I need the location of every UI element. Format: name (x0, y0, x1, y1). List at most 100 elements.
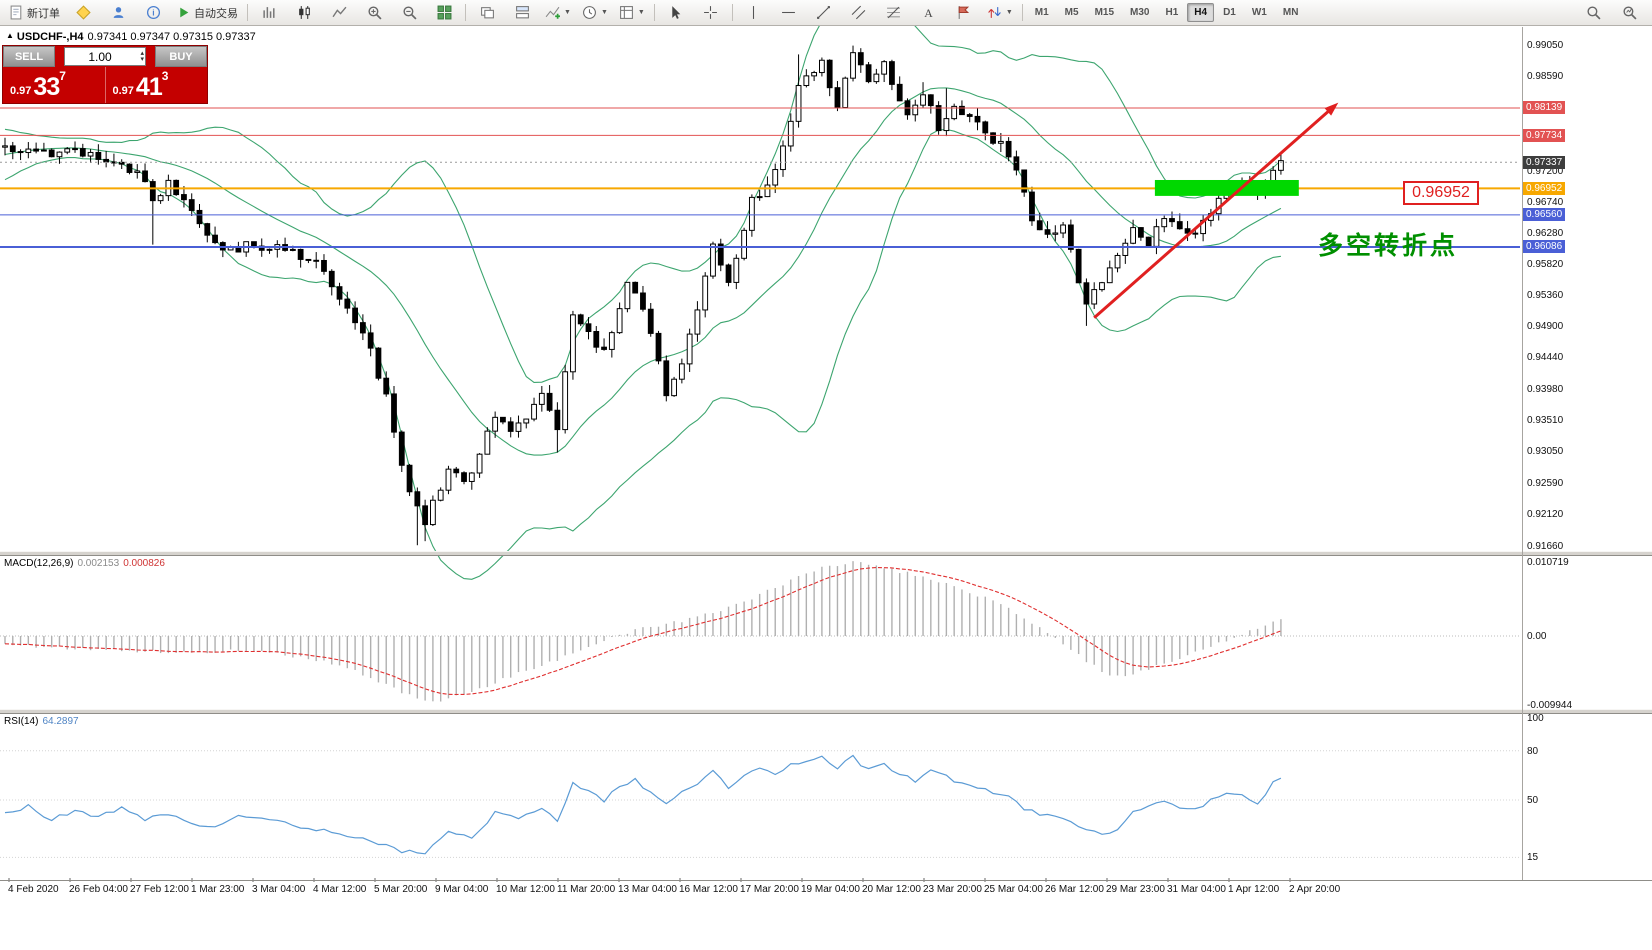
volume-down-icon[interactable]: ▾ (140, 55, 144, 63)
info-icon: i (146, 5, 160, 20)
auto-trading-button[interactable]: 自动交易 (171, 1, 243, 25)
time-axis-label: 20 Mar 12:00 (862, 884, 921, 895)
profiles-button[interactable] (66, 1, 100, 25)
price-scale-tick: 0.97200 (1527, 165, 1564, 177)
channel-tool-button[interactable] (842, 1, 876, 25)
price-scale-tick: 0.95360 (1527, 290, 1564, 302)
chevron-down-icon: ▼ (564, 9, 571, 16)
time-axis-label: 16 Mar 12:00 (679, 884, 738, 895)
timeframe-button-w1[interactable]: W1 (1251, 7, 1267, 18)
time-axis-label: 29 Mar 23:00 (1106, 884, 1165, 895)
time-axis-label: 11 Mar 20:00 (557, 884, 616, 895)
price-scale-tag: 0.98139 (1523, 101, 1566, 115)
crosshair-button[interactable] (694, 1, 728, 25)
cascade-windows-button[interactable] (470, 1, 504, 25)
tile-windows-button[interactable] (427, 1, 461, 25)
horizontal-line-tool-button[interactable] (772, 1, 806, 25)
candlestick-chart-icon (298, 6, 310, 19)
text-tool-button[interactable]: A (912, 1, 946, 25)
search-symbol-button[interactable] (1576, 1, 1610, 25)
trendline-tool-button[interactable] (807, 1, 841, 25)
volume-input[interactable] (65, 49, 145, 64)
sell-button[interactable]: SELL (3, 46, 55, 67)
indicators-button[interactable]: ▼ (540, 1, 576, 25)
price-scale-tick: 0.91660 (1527, 540, 1564, 552)
timeframe-button-h1[interactable]: H1 (1165, 7, 1179, 18)
price-scale-tag: 0.97337 (1523, 155, 1566, 169)
toolbar-right-group (1576, 1, 1648, 25)
community-button[interactable] (101, 1, 135, 25)
search-icon (1586, 6, 1601, 20)
search-help-button[interactable] (1612, 1, 1646, 25)
time-axis-label: 1 Mar 23:00 (191, 884, 245, 895)
volume-up-icon[interactable]: ▴ (140, 49, 144, 57)
timeframe-button-m5[interactable]: M5 (1064, 7, 1079, 18)
timeframe-button-m1[interactable]: M1 (1034, 7, 1049, 18)
timeframe-button-h4[interactable]: H4 (1187, 3, 1215, 22)
price-scale-tick: 0.94440 (1527, 352, 1564, 364)
time-axis-label: 5 Mar 20:00 (374, 884, 428, 895)
toolbar-separator (247, 4, 248, 21)
timeframe-button-d1[interactable]: D1 (1223, 7, 1236, 18)
new-order-button[interactable]: 新订单 (4, 1, 65, 25)
fibonacci-tool-button[interactable] (877, 1, 911, 25)
line-chart-button[interactable] (322, 1, 356, 25)
buy-price-pip-digit: 3 (161, 69, 169, 83)
collapse-panel-icon[interactable]: ▲ (6, 31, 14, 40)
cursor-button[interactable] (659, 1, 693, 25)
zoom-in-button[interactable] (357, 1, 391, 25)
svg-text:A: A (925, 7, 934, 20)
sell-price-prefix: 0.97 (10, 85, 32, 97)
arrange-windows-button[interactable] (505, 1, 539, 25)
macd-signal-value: 0.000826 (123, 558, 165, 569)
price-scale-tick: 0.96740 (1527, 196, 1564, 208)
arrows-tool-icon (988, 7, 1001, 18)
volume-field-wrap: ▴ ▾ (64, 47, 146, 66)
macd-main-value: 0.002153 (77, 558, 120, 569)
time-axis-label: 10 Mar 12:00 (496, 884, 555, 895)
zoom-out-button[interactable] (392, 1, 426, 25)
auto-trading-label: 自动交易 (194, 7, 238, 20)
candlestick-chart-button[interactable] (287, 1, 321, 25)
chevron-down-icon: ▼ (637, 9, 645, 16)
line-chart-icon (331, 6, 346, 18)
toolbar-separator (653, 4, 655, 21)
buy-button[interactable]: BUY (155, 46, 207, 67)
periods-button[interactable]: ▼ (577, 1, 613, 25)
volume-spinner: ▴ ▾ (140, 48, 144, 65)
timeframe-button-m15[interactable]: M15 (1094, 7, 1115, 18)
time-axis-label: 23 Mar 20:00 (923, 884, 982, 895)
rsi-name: RSI(14) (4, 716, 39, 727)
pane-separator-main-macd[interactable] (0, 551, 1652, 556)
zoom-in-icon (367, 6, 382, 20)
bar-chart-icon (262, 7, 275, 18)
macd-scale-label: -0.009944 (1527, 699, 1573, 711)
macd-indicator-label: MACD(12,26,9) 0.002153 0.000826 (4, 558, 165, 569)
price-scale-tick: 0.93050 (1527, 446, 1564, 458)
time-axis-label: 31 Mar 04:00 (1167, 884, 1226, 895)
timeframe-button-mn[interactable]: MN (1282, 7, 1299, 18)
svg-text:i: i (152, 8, 154, 18)
time-axis-label: 4 Feb 2020 (8, 884, 59, 895)
price-scale-tick: 0.92590 (1527, 477, 1564, 489)
time-axis-separator (0, 880, 1652, 881)
timeframe-button-m30[interactable]: M30 (1130, 7, 1150, 18)
pane-separator-macd-rsi[interactable] (0, 709, 1652, 714)
bar-chart-button[interactable] (252, 1, 286, 25)
info-button[interactable]: i (136, 1, 170, 25)
price-scale-tag: 0.96560 (1523, 208, 1566, 222)
templates-button[interactable]: ▼ (614, 1, 650, 25)
toolbar: 新订单 i 自动交易 ▼ ▼ (0, 0, 1652, 26)
price-scale-separator[interactable] (1522, 27, 1523, 880)
periods-clock-icon (583, 6, 596, 19)
new-order-icon (10, 5, 22, 20)
buy-price-display[interactable]: 0.97 41 3 (106, 67, 208, 103)
profiles-icon (75, 5, 91, 20)
vertical-line-tool-button[interactable] (737, 1, 771, 25)
sell-price-display[interactable]: 0.97 33 7 (3, 67, 106, 103)
text-label-tool-button[interactable] (947, 1, 981, 25)
time-axis-label: 27 Feb 12:00 (130, 884, 189, 895)
rsi-scale-label: 15 (1527, 852, 1539, 864)
arrows-tool-button[interactable]: ▼ (982, 1, 1018, 25)
